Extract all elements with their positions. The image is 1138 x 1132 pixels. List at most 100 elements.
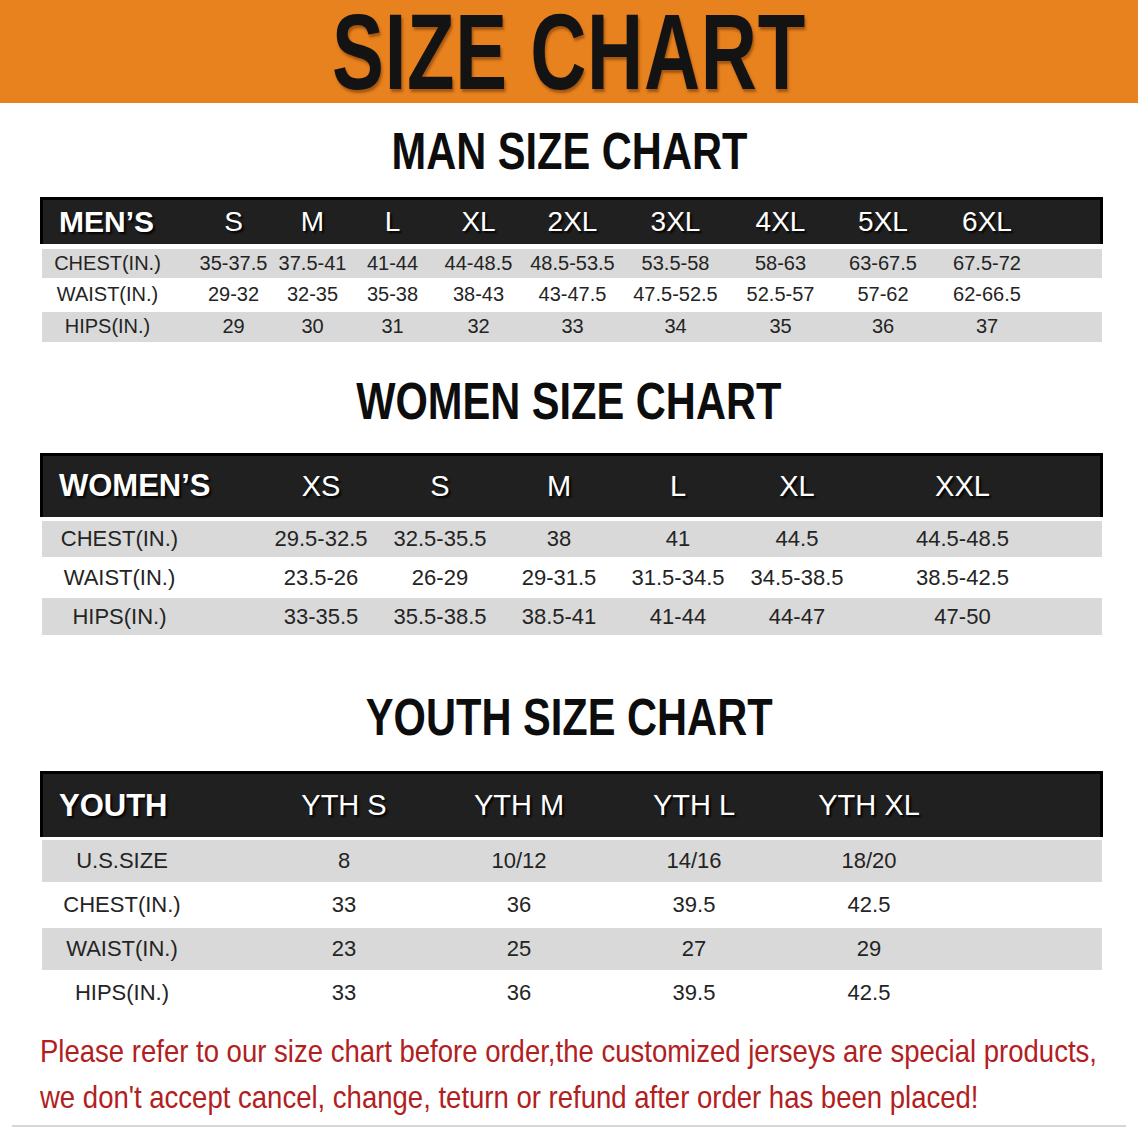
column-header: XS	[262, 454, 381, 519]
size-value: 33	[257, 883, 432, 927]
row-label: WAIST(IN.)	[42, 558, 262, 597]
youth-size-table: YOUTHYTH SYTH MYTH LYTH XLU.S.SIZE810/12…	[40, 771, 1100, 1016]
women-section-heading: WOMEN SIZE CHART	[0, 375, 1138, 427]
table-row: U.S.SIZE810/1214/1618/20	[42, 839, 1102, 883]
table-row: WAIST(IN.)23252729	[42, 927, 1102, 971]
size-value: 23.5-26	[262, 558, 381, 597]
size-value: 29-31.5	[500, 558, 619, 597]
size-value: 31.5-34.5	[619, 558, 738, 597]
filler-cell	[957, 927, 1102, 971]
column-header: YTH L	[607, 773, 782, 839]
table-row: HIPS(IN.)333639.542.5	[42, 971, 1102, 1015]
column-header: S	[381, 454, 500, 519]
filler-cell	[957, 773, 1102, 839]
size-value: 33-35.5	[262, 597, 381, 636]
size-value: 35.5-38.5	[381, 597, 500, 636]
size-value: 52.5-57	[730, 279, 832, 311]
mens-size-table: MEN’SSMLXL2XL3XL4XL5XL6XLCHEST(IN.)35-37…	[40, 197, 1100, 344]
size-value: 53.5-58	[622, 247, 730, 279]
youth-section-heading: YOUTH SIZE CHART	[0, 691, 1138, 743]
size-value: 32.5-35.5	[381, 519, 500, 558]
size-value: 39.5	[607, 883, 782, 927]
size-value: 23	[257, 927, 432, 971]
size-value: 26-29	[381, 558, 500, 597]
size-value: 18/20	[782, 839, 957, 883]
youth-size-table-grid: YOUTHYTH SYTH MYTH LYTH XLU.S.SIZE810/12…	[40, 771, 1103, 1016]
filler-cell	[1040, 311, 1102, 343]
size-value: 36	[432, 971, 607, 1015]
column-header: 5XL	[832, 199, 935, 247]
size-value: 41-44	[352, 247, 434, 279]
size-value: 35	[730, 311, 832, 343]
size-value: 29	[782, 927, 957, 971]
size-value: 42.5	[782, 971, 957, 1015]
group-label: WOMEN’S	[42, 454, 262, 519]
size-value: 48.5-53.5	[524, 247, 622, 279]
size-value: 29	[194, 311, 274, 343]
filler-cell	[1040, 199, 1102, 247]
table-row: WAIST(IN.)29-3232-3535-3838-4343-47.547.…	[42, 279, 1102, 311]
filler-cell	[1069, 558, 1102, 597]
size-value: 44-47	[738, 597, 857, 636]
size-value: 36	[832, 311, 935, 343]
column-header: S	[194, 199, 274, 247]
size-value: 32	[434, 311, 524, 343]
row-label: WAIST(IN.)	[42, 927, 257, 971]
column-header: M	[500, 454, 619, 519]
size-value: 14/16	[607, 839, 782, 883]
size-value: 8	[257, 839, 432, 883]
size-value: 33	[524, 311, 622, 343]
column-header: L	[619, 454, 738, 519]
size-value: 67.5-72	[935, 247, 1040, 279]
row-label: HIPS(IN.)	[42, 311, 194, 343]
womens-size-table: WOMEN’SXSSMLXLXXLCHEST(IN.)29.5-32.532.5…	[40, 453, 1100, 638]
size-value: 41-44	[619, 597, 738, 636]
size-value: 43-47.5	[524, 279, 622, 311]
filler-cell	[1040, 279, 1102, 311]
man-section-heading: MAN SIZE CHART	[0, 125, 1138, 177]
filler-cell	[957, 971, 1102, 1015]
column-header: XL	[738, 454, 857, 519]
filler-cell	[957, 839, 1102, 883]
size-value: 36	[432, 883, 607, 927]
row-label: WAIST(IN.)	[42, 279, 194, 311]
size-value: 35-37.5	[194, 247, 274, 279]
size-value: 29-32	[194, 279, 274, 311]
size-value: 30	[274, 311, 352, 343]
footer-note: Please refer to our size chart before or…	[40, 1028, 1138, 1120]
bottom-divider	[12, 1125, 1126, 1127]
size-value: 41	[619, 519, 738, 558]
table-row: HIPS(IN.)33-35.535.5-38.538.5-4141-4444-…	[42, 597, 1102, 636]
size-value: 63-67.5	[832, 247, 935, 279]
size-value: 44.5	[738, 519, 857, 558]
column-header: 6XL	[935, 199, 1040, 247]
table-row: CHEST(IN.)29.5-32.532.5-35.5384144.544.5…	[42, 519, 1102, 558]
filler-cell	[957, 883, 1102, 927]
filler-cell	[1069, 597, 1102, 636]
size-value: 25	[432, 927, 607, 971]
mens-size-table-grid: MEN’SSMLXL2XL3XL4XL5XL6XLCHEST(IN.)35-37…	[40, 197, 1103, 344]
womens-size-table-grid: WOMEN’SXSSMLXLXXLCHEST(IN.)29.5-32.532.5…	[40, 453, 1103, 638]
banner-title: SIZE CHART	[332, 0, 806, 103]
column-header: L	[352, 199, 434, 247]
size-value: 37.5-41	[274, 247, 352, 279]
column-header: M	[274, 199, 352, 247]
footer-line-1: Please refer to our size chart before or…	[40, 1028, 984, 1074]
column-header: YTH S	[257, 773, 432, 839]
column-header: 4XL	[730, 199, 832, 247]
size-value: 38	[500, 519, 619, 558]
size-value: 58-63	[730, 247, 832, 279]
size-value: 10/12	[432, 839, 607, 883]
size-value: 42.5	[782, 883, 957, 927]
footer-line-2: we don't accept cancel, change, teturn o…	[40, 1074, 984, 1120]
group-label: YOUTH	[42, 773, 257, 839]
filler-cell	[1069, 454, 1102, 519]
column-header: XXL	[857, 454, 1069, 519]
row-label: CHEST(IN.)	[42, 883, 257, 927]
column-header: YTH XL	[782, 773, 957, 839]
row-label: HIPS(IN.)	[42, 597, 262, 636]
size-value: 32-35	[274, 279, 352, 311]
size-value: 27	[607, 927, 782, 971]
size-value: 37	[935, 311, 1040, 343]
size-value: 44.5-48.5	[857, 519, 1069, 558]
